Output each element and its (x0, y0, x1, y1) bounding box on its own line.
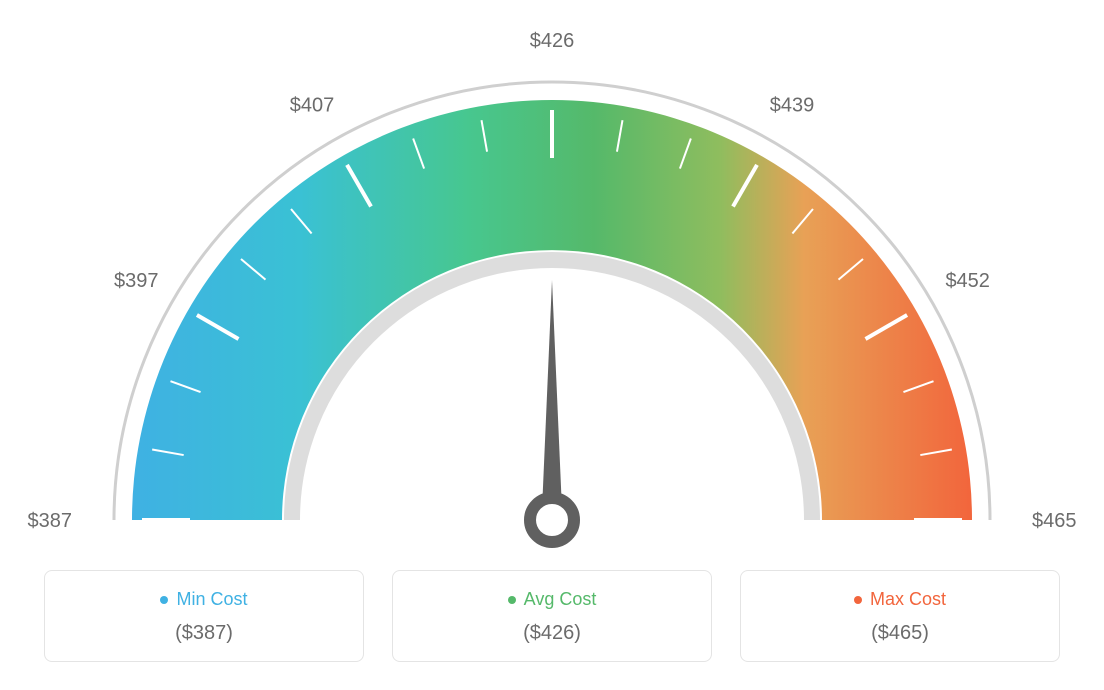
svg-text:$452: $452 (945, 270, 990, 292)
legend-card-max: Max Cost ($465) (740, 570, 1060, 662)
legend-value-min: ($387) (55, 622, 353, 645)
legend-row: Min Cost ($387) Avg Cost ($426) Max Cost… (0, 570, 1104, 662)
svg-text:$465: $465 (1032, 510, 1077, 532)
legend-label-avg: Avg Cost (524, 589, 597, 610)
legend-value-avg: ($426) (403, 622, 701, 645)
legend-dot-max (854, 596, 862, 604)
legend-dot-avg (508, 596, 516, 604)
gauge-area: $387 $397 $407 $426 $439 $452 $465 (0, 0, 1104, 560)
svg-text:$397: $397 (114, 270, 159, 292)
legend-title-min: Min Cost (55, 589, 353, 610)
legend-title-max: Max Cost (751, 589, 1049, 610)
gauge-chart-container: $387 $397 $407 $426 $439 $452 $465 Min Cost ($… (0, 0, 1104, 690)
legend-dot-min (160, 596, 168, 604)
svg-text:$439: $439 (770, 94, 815, 116)
svg-text:$426: $426 (530, 30, 575, 52)
legend-card-min: Min Cost ($387) (44, 570, 364, 662)
legend-label-max: Max Cost (870, 589, 946, 610)
legend-card-avg: Avg Cost ($426) (392, 570, 712, 662)
svg-text:$387: $387 (28, 510, 73, 532)
legend-title-avg: Avg Cost (403, 589, 701, 610)
legend-value-max: ($465) (751, 622, 1049, 645)
gauge-svg: $387 $397 $407 $426 $439 $452 $465 (0, 0, 1104, 560)
svg-text:$407: $407 (290, 94, 335, 116)
legend-label-min: Min Cost (176, 589, 247, 610)
